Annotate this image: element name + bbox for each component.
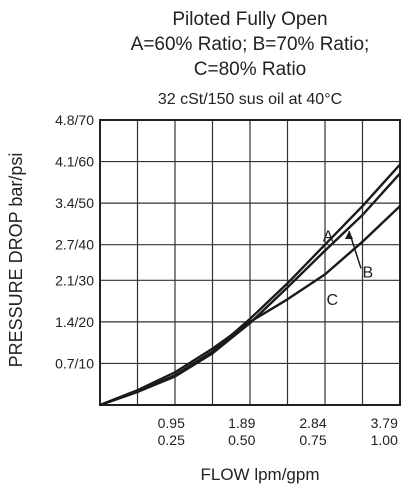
series-label-b: B	[363, 264, 374, 281]
x-tick-label-lpm: 1.89	[228, 415, 255, 431]
x-tick-labels: 0.950.25 1.890.50 2.840.75 3.791.00	[158, 415, 398, 448]
series-b-leader-arrowhead	[345, 231, 353, 240]
x-tick-label-lpm: 2.84	[299, 415, 326, 431]
chart-subtitle: 32 cSt/150 sus oil at 40°C	[158, 91, 342, 108]
series-label-c: C	[327, 292, 339, 309]
series-label-a: A	[323, 229, 334, 246]
series-labels: A B C	[323, 229, 373, 309]
x-axis-label: FLOW lpm/gpm	[200, 465, 319, 484]
y-tick-labels: 0.7/10 1.4/20 2.1/30 2.7/40 3.4/50 4.1/60 4.8/…	[55, 112, 94, 371]
x-tick-label-lpm: 3.79	[371, 415, 398, 431]
x-tick-label-gpm: 1.00	[371, 432, 398, 448]
x-tick-label-gpm: 0.75	[299, 432, 326, 448]
y-tick-label: 2.1/30	[55, 272, 94, 288]
x-tick-label-gpm: 0.25	[158, 432, 185, 448]
chart-title-line-2: A=60% Ratio; B=70% Ratio;	[131, 34, 370, 55]
plot-frame	[99, 119, 401, 406]
x-tick-label-gpm: 0.50	[228, 432, 255, 448]
y-tick-label: 0.7/10	[55, 355, 94, 371]
y-tick-label: 4.1/60	[55, 154, 94, 170]
y-tick-label: 2.7/40	[55, 237, 94, 253]
chart-title-line-1: Piloted Fully Open	[172, 9, 327, 30]
y-tick-label: 1.4/20	[55, 314, 94, 330]
y-axis-label: PRESSURE DROP bar/psi	[6, 153, 26, 368]
chart-title-line-3: C=80% Ratio	[194, 59, 306, 80]
x-tick-label-lpm: 0.95	[158, 415, 185, 431]
grid-lines	[100, 119, 400, 405]
y-tick-label: 4.8/70	[55, 112, 94, 128]
y-tick-label: 3.4/50	[55, 195, 94, 211]
series-line-c	[99, 205, 401, 407]
series-lines	[99, 163, 401, 407]
